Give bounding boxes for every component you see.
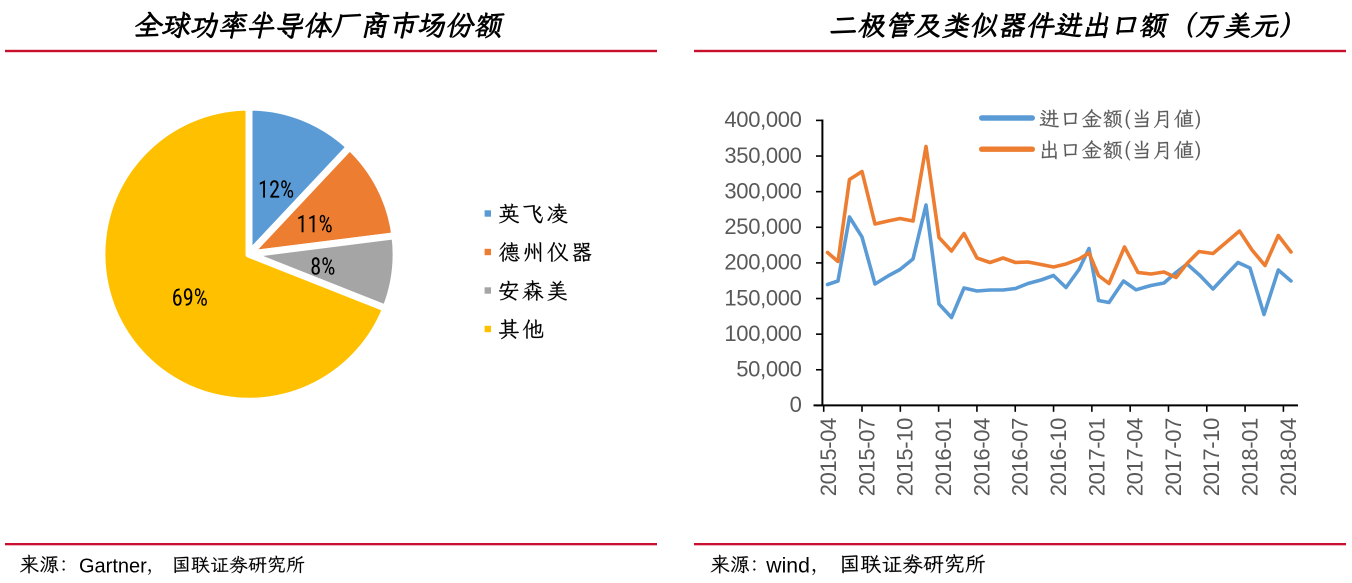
svg-text:2018-01: 2018-01 <box>1238 418 1263 496</box>
svg-text:150,000: 150,000 <box>724 285 801 310</box>
svg-text:2015-07: 2015-07 <box>854 418 879 496</box>
svg-text:2016-01: 2016-01 <box>931 418 956 496</box>
svg-text:300,000: 300,000 <box>724 178 801 203</box>
svg-text:0: 0 <box>790 392 802 417</box>
svg-text:350,000: 350,000 <box>724 143 801 168</box>
svg-text:wind: wind <box>765 555 810 578</box>
svg-text:2016-04: 2016-04 <box>969 418 994 496</box>
svg-text:2015-10: 2015-10 <box>893 418 918 496</box>
svg-text:250,000: 250,000 <box>724 214 801 239</box>
svg-text:Gartner: Gartner <box>79 556 147 578</box>
svg-text:100,000: 100,000 <box>724 321 801 346</box>
svg-text:2018-04: 2018-04 <box>1276 418 1301 496</box>
svg-text:200,000: 200,000 <box>724 250 801 275</box>
svg-text:2017-04: 2017-04 <box>1123 418 1148 496</box>
svg-text:400,000: 400,000 <box>724 107 801 132</box>
svg-text:50,000: 50,000 <box>736 357 801 382</box>
svg-text:2017-01: 2017-01 <box>1084 418 1109 496</box>
svg-text:2017-07: 2017-07 <box>1161 418 1186 496</box>
svg-text:2015-04: 2015-04 <box>816 418 841 496</box>
svg-text:2016-07: 2016-07 <box>1008 418 1033 496</box>
svg-text:2017-10: 2017-10 <box>1199 418 1224 496</box>
svg-text:2016-10: 2016-10 <box>1046 418 1071 496</box>
